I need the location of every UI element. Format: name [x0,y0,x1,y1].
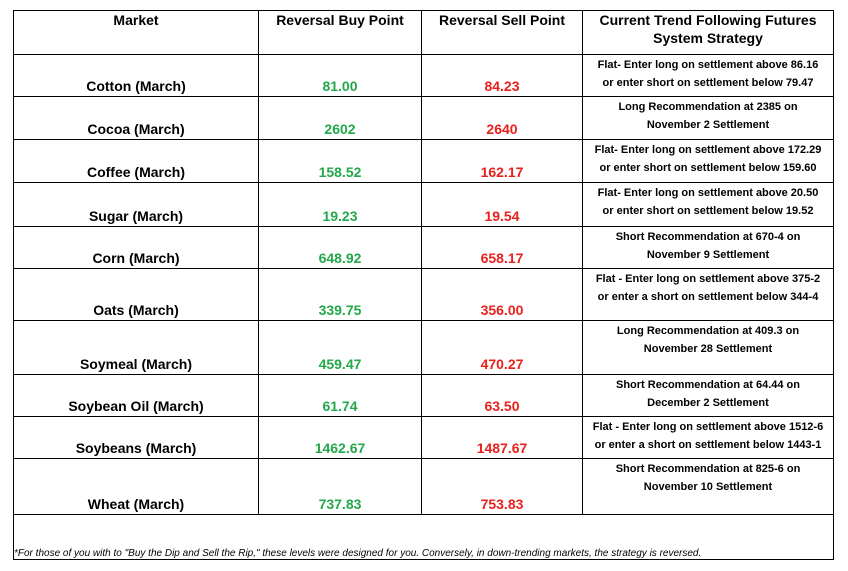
market-name: Corn (March) [13,226,259,269]
reversal-buy-point: 158.52 [258,139,422,183]
footnote-row: *For those of you with to "Buy the Dip a… [13,514,834,560]
strategy-line: Short Recommendation at 825-6 on [615,463,801,475]
market-name: Cocoa (March) [13,96,259,140]
strategy-cell: Short Recommendation at 64.44 on December… [582,374,834,417]
table-row: Sugar (March) 19.23 19.54 Flat- Enter long … [13,182,834,227]
reversal-buy-point: 1462.67 [258,416,422,459]
header-sell-point: Reversal Sell Point [421,10,583,55]
reversal-buy-point: 81.00 [258,54,422,97]
reversal-points-table: Market Reversal Buy Point Reversal Sell … [13,10,834,560]
reversal-sell-point: 658.17 [421,226,583,269]
strategy-line: Flat- Enter long on settlement above 20.… [597,187,819,199]
strategy-cell: Long Recommendation at 409.3 on November … [582,320,834,375]
reversal-sell-point: 1487.67 [421,416,583,459]
strategy-cell: Long Recommendation at 2385 on November 2… [582,96,834,140]
strategy-line: Flat - Enter long on settlement above 37… [595,273,821,285]
footnote: *For those of you with to "Buy the Dip a… [13,514,834,560]
reversal-sell-point: 470.27 [421,320,583,375]
table-row: Soymeal (March) 459.47 470.27 Long Recommen… [13,320,834,375]
reversal-buy-point: 339.75 [258,268,422,321]
header-buy-point: Reversal Buy Point [258,10,422,55]
strategy-line: or enter short on settlement below 79.47 [602,77,814,89]
reversal-sell-point: 19.54 [421,182,583,227]
table-row: Wheat (March) 737.83 753.83 Short Recommend… [13,458,834,515]
strategy-cell: Flat- Enter long on settlement above 20.… [582,182,834,227]
header-market: Market [13,10,259,55]
table-row: Corn (March) 648.92 658.17 Short Recommenda… [13,226,834,269]
strategy-line: Flat- Enter long on settlement above 172… [594,144,822,156]
header-row: Market Reversal Buy Point Reversal Sell … [13,10,834,55]
reversal-sell-point: 356.00 [421,268,583,321]
market-name: Soybean Oil (March) [13,374,259,417]
strategy-line: Short Recommendation at 64.44 on [616,379,800,391]
strategy-line: or enter short on settlement below 159.6… [599,162,817,174]
table-row: Soybeans (March) 1462.67 1487.67 Flat - Ent… [13,416,834,459]
header-strategy-line2: System Strategy [653,30,763,46]
strategy-line: Short Recommendation at 670-4 on [615,231,801,243]
strategy-line: November 28 Settlement [643,343,773,355]
market-name: Oats (March) [13,268,259,321]
strategy-line: or enter short on settlement below 19.52 [602,205,814,217]
header-strategy: Current Trend Following Futures System S… [582,10,834,55]
market-name: Soybeans (March) [13,416,259,459]
reversal-sell-point: 162.17 [421,139,583,183]
strategy-cell: Short Recommendation at 825-6 on November… [582,458,834,515]
market-name: Coffee (March) [13,139,259,183]
strategy-line: Flat - Enter long on settlement above 15… [592,421,824,433]
market-name: Sugar (March) [13,182,259,227]
reversal-buy-point: 61.74 [258,374,422,417]
reversal-sell-point: 753.83 [421,458,583,515]
table-row: Cocoa (March) 2602 2640 Long Recommendation… [13,96,834,140]
market-name: Cotton (March) [13,54,259,97]
table-row: Soybean Oil (March) 61.74 63.50 Short Recom… [13,374,834,417]
strategy-cell: Short Recommendation at 670-4 on November… [582,226,834,269]
strategy-line: December 2 Settlement [647,397,769,409]
strategy-line: November 9 Settlement [646,249,770,261]
reversal-buy-point: 737.83 [258,458,422,515]
header-strategy-line1: Current Trend Following Futures [599,12,817,28]
market-name: Soymeal (March) [13,320,259,375]
strategy-cell: Flat - Enter long on settlement above 15… [582,416,834,459]
strategy-line: or enter a short on settlement below 344… [597,291,819,303]
strategy-cell: Flat- Enter long on settlement above 86.… [582,54,834,97]
strategy-line: Long Recommendation at 409.3 on [616,325,800,337]
reversal-buy-point: 459.47 [258,320,422,375]
strategy-line: November 10 Settlement [643,481,773,493]
market-name: Wheat (March) [13,458,259,515]
reversal-buy-point: 19.23 [258,182,422,227]
reversal-sell-point: 84.23 [421,54,583,97]
table-row: Oats (March) 339.75 356.00 Flat - Enter lon… [13,268,834,321]
strategy-line: November 2 Settlement [646,119,770,131]
strategy-cell: Flat - Enter long on settlement above 37… [582,268,834,321]
reversal-buy-point: 2602 [258,96,422,140]
reversal-sell-point: 63.50 [421,374,583,417]
reversal-buy-point: 648.92 [258,226,422,269]
strategy-line: Long Recommendation at 2385 on [618,101,798,113]
table-row: Cotton (March) 81.00 84.23 Flat- Enter long… [13,54,834,97]
table-row: Coffee (March) 158.52 162.17 Flat- Enter lo… [13,139,834,183]
strategy-cell: Flat- Enter long on settlement above 172… [582,139,834,183]
strategy-line: Flat- Enter long on settlement above 86.… [597,59,819,71]
strategy-line: or enter a short on settlement below 144… [594,439,822,451]
reversal-sell-point: 2640 [421,96,583,140]
